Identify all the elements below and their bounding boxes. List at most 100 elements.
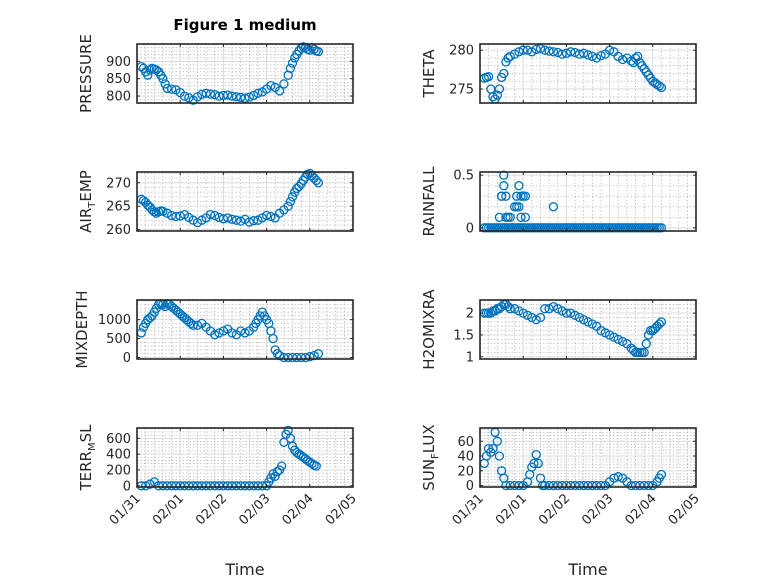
data-point xyxy=(253,88,263,98)
data-point xyxy=(270,471,280,481)
data-point xyxy=(505,212,515,222)
data-point xyxy=(531,315,541,325)
data-point xyxy=(531,44,541,55)
data-point xyxy=(570,310,580,320)
data-point xyxy=(274,86,285,96)
y-label-end: SL xyxy=(77,424,95,443)
data-point xyxy=(490,306,500,316)
data-point xyxy=(277,461,287,471)
data-point xyxy=(205,209,216,220)
data-point xyxy=(244,92,254,102)
data-point xyxy=(175,211,185,221)
y-tick-label: 0 xyxy=(466,479,474,494)
x-tick-label: 02/03 xyxy=(236,491,273,528)
x-tick-label: 01/31 xyxy=(450,491,487,528)
y-axis-label: TERRMSL xyxy=(77,424,98,492)
x-tick-label: 02/03 xyxy=(579,491,616,528)
data-point xyxy=(179,91,190,101)
data-point xyxy=(512,191,522,201)
data-point xyxy=(514,47,524,57)
data-point xyxy=(488,92,498,102)
data-point xyxy=(210,330,220,340)
axes-h2omixra: 1 1.5 2 H2OMIXRA xyxy=(420,289,697,370)
data-point xyxy=(535,312,546,323)
data-point xyxy=(566,308,576,318)
data-point xyxy=(518,308,528,318)
y-label-main: SUN xyxy=(420,459,438,491)
data-point xyxy=(633,51,643,62)
y-tick-label: 260 xyxy=(106,223,131,238)
data-point xyxy=(635,480,645,491)
data-point xyxy=(171,211,181,222)
data-point xyxy=(557,306,567,316)
data-point xyxy=(553,304,563,314)
data-point xyxy=(492,90,502,100)
data-point xyxy=(654,81,664,91)
data-point xyxy=(529,458,539,469)
data-point xyxy=(210,90,220,100)
data-point xyxy=(527,312,537,323)
data-point xyxy=(561,48,572,58)
data-point xyxy=(583,50,593,60)
y-tick-label: 200 xyxy=(106,463,131,478)
x-axis-label: Time xyxy=(567,560,607,579)
data-point xyxy=(514,202,524,212)
series-h2omixra xyxy=(479,299,667,358)
data-point xyxy=(566,47,576,57)
data-point xyxy=(483,71,494,82)
y-tick-label: 900 xyxy=(106,55,131,70)
data-point xyxy=(628,345,639,355)
data-point xyxy=(501,191,511,201)
data-point xyxy=(188,320,198,330)
y-axis-label: AIRTEMP xyxy=(77,170,98,233)
data-point xyxy=(494,451,505,461)
series-pressure xyxy=(136,42,324,105)
data-point xyxy=(656,82,667,93)
series-theta xyxy=(479,44,667,104)
data-point xyxy=(656,469,667,480)
data-point xyxy=(313,178,324,188)
y-label-subscript: F xyxy=(430,453,441,459)
data-point xyxy=(520,191,531,201)
data-point xyxy=(574,49,585,59)
data-point xyxy=(499,181,509,191)
data-point xyxy=(609,473,619,483)
data-point xyxy=(548,301,559,312)
data-point xyxy=(613,334,623,344)
y-label-subscript: M xyxy=(87,442,98,451)
y-tick-label: 0 xyxy=(466,221,474,236)
data-point xyxy=(160,79,170,89)
data-point xyxy=(145,65,155,75)
data-point xyxy=(492,436,502,446)
series-air_temp xyxy=(136,168,324,228)
data-point xyxy=(570,47,580,58)
data-point xyxy=(283,201,293,211)
data-point xyxy=(641,339,651,349)
data-point xyxy=(287,58,298,68)
data-point xyxy=(520,212,531,222)
data-point xyxy=(596,480,606,491)
y-label-main: AIR xyxy=(77,208,95,233)
data-point xyxy=(499,170,509,180)
data-point xyxy=(548,202,559,212)
data-point xyxy=(151,208,162,218)
data-point xyxy=(548,480,559,491)
data-point xyxy=(248,481,259,491)
data-point xyxy=(656,317,667,327)
y-tick-label: 265 xyxy=(106,200,131,215)
data-point xyxy=(505,480,515,491)
data-point xyxy=(231,215,242,225)
data-point xyxy=(579,315,589,325)
x-tick-label: 02/01 xyxy=(150,491,187,528)
y-tick-label: 2 xyxy=(466,307,474,322)
data-point xyxy=(162,208,172,218)
data-point xyxy=(544,480,554,491)
y-tick-label: 275 xyxy=(449,83,474,98)
y-tick-label: 40 xyxy=(457,450,474,465)
y-tick-label: 0.5 xyxy=(453,169,474,184)
series-terr_msl xyxy=(136,425,321,491)
data-point xyxy=(639,347,649,358)
data-point xyxy=(514,181,524,191)
y-tick-label: 20 xyxy=(457,464,474,479)
